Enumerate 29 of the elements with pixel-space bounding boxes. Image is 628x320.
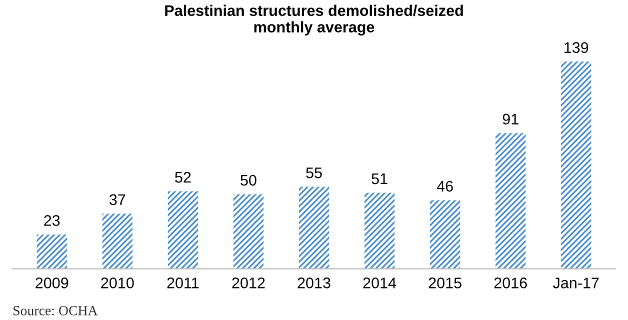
data-label: 50	[240, 174, 256, 186]
source-note: Source: OCHA	[13, 306, 98, 316]
bar	[233, 194, 264, 269]
bar	[496, 133, 526, 269]
x-tick-label: 2013	[298, 278, 330, 288]
chart-title: Palestinian structures demolished/seized monthly average	[165, 4, 463, 36]
x-tick-label: 2015	[428, 278, 462, 288]
x-tick-label: 2014	[363, 278, 396, 288]
x-tick-label: 2012	[232, 278, 265, 288]
data-label: 55	[306, 168, 322, 178]
bar	[36, 234, 67, 269]
bar	[364, 192, 395, 269]
data-label: 51	[372, 174, 388, 184]
data-label: 23	[44, 215, 60, 226]
data-label: 139	[564, 42, 588, 53]
x-tick-label: Jan-17	[553, 278, 599, 288]
bar	[561, 62, 592, 269]
bar	[298, 186, 330, 269]
data-label: 46	[436, 180, 453, 192]
bar	[102, 214, 132, 269]
x-tick-label: 2010	[101, 278, 134, 288]
data-label: 91	[502, 114, 518, 125]
x-tick-label: 2011	[167, 278, 199, 288]
data-label: 37	[109, 194, 126, 206]
x-tick-label: 2009	[36, 278, 68, 288]
bar	[430, 200, 460, 269]
bar	[168, 191, 198, 269]
x-tick-label: 2016	[494, 278, 527, 288]
data-label: 52	[175, 172, 191, 183]
